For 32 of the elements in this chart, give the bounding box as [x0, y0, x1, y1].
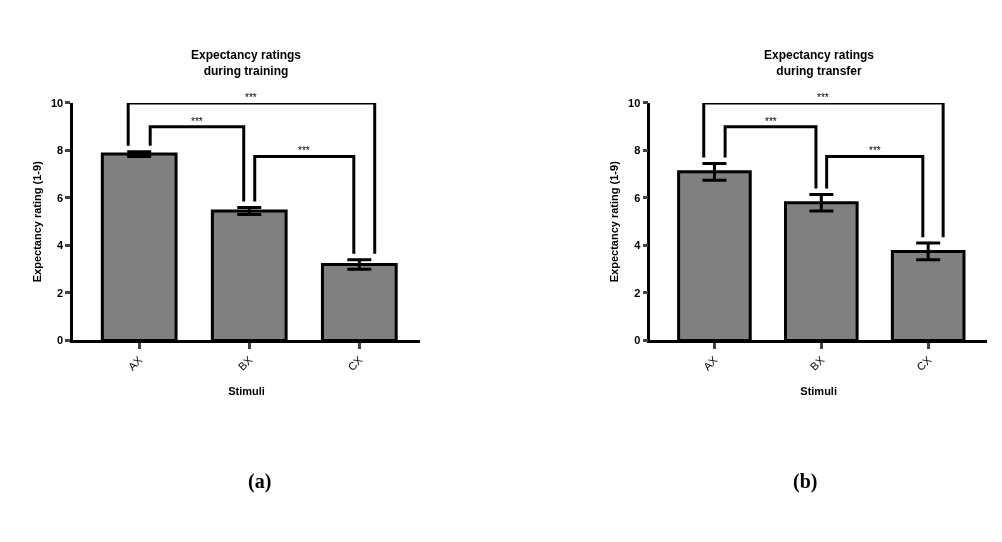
- x-tick-label: AX: [125, 353, 145, 373]
- x-tick-label: BX: [807, 353, 828, 373]
- y-tick-label: 0: [634, 334, 641, 347]
- x-tick-label: AX: [700, 353, 721, 373]
- y-tick-label: 10: [628, 96, 641, 109]
- y-tick-label: 0: [57, 334, 64, 347]
- y-tick-label: 2: [57, 286, 64, 299]
- y-tick-label: 8: [634, 144, 641, 157]
- x-tick-label: CX: [345, 353, 366, 373]
- y-axis-title: Expectancy rating (1-9): [30, 160, 43, 283]
- y-tick-label: 4: [57, 239, 65, 252]
- y-tick-label: 8: [57, 144, 64, 157]
- annotation: ***: [191, 116, 203, 127]
- y-tick-label: 2: [634, 286, 641, 299]
- chart-title: Expectancy ratings during transfer: [764, 48, 875, 78]
- y-tick-label: 4: [634, 239, 642, 252]
- annotation: ***: [245, 92, 257, 103]
- y-tick-label: 6: [634, 191, 641, 204]
- annotation: ***: [765, 116, 777, 127]
- annotation: ***: [298, 145, 310, 156]
- y-tick-label: 6: [57, 191, 64, 204]
- y-tick-label: 10: [50, 96, 64, 109]
- chart-title: Expectancy ratings during training: [191, 48, 302, 78]
- x-axis-title: Stimuli: [800, 385, 837, 398]
- annotation: ***: [869, 145, 881, 156]
- y-axis-title: Expectancy rating (1-9): [607, 160, 620, 283]
- text: (a): [248, 470, 272, 493]
- x-axis-title: Stimuli: [228, 385, 265, 398]
- text: (b): [793, 470, 818, 493]
- x-tick-label: BX: [235, 353, 256, 373]
- x-tick-label: CX: [914, 353, 934, 373]
- annotation: ***: [817, 92, 829, 103]
